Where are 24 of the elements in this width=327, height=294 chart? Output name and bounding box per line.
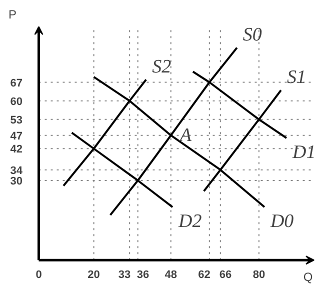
y-tick-label: 47 <box>10 130 23 142</box>
y-tick-label: 60 <box>10 96 23 108</box>
series-label: D1 <box>291 142 316 164</box>
x-tick-label: 66 <box>219 269 232 282</box>
y-axis-title: P <box>8 8 17 22</box>
x-tick-label: 36 <box>136 269 150 282</box>
x-tick-label: 80 <box>252 269 266 282</box>
series-label: D2 <box>178 211 202 232</box>
series-label: S2 <box>152 56 172 78</box>
series-label: S0 <box>242 24 262 46</box>
series-label: D0 <box>269 211 294 232</box>
x-tick-label: 0 <box>36 269 42 282</box>
x-tick-label: 48 <box>164 269 178 282</box>
x-tick-label: 33 <box>118 269 131 282</box>
y-tick-label: 53 <box>10 114 23 126</box>
y-tick-label: 34 <box>10 164 24 177</box>
x-tick-label: 62 <box>198 269 210 282</box>
annotation: A <box>178 124 192 146</box>
series-label: S1 <box>286 67 306 88</box>
y-tick-label: 30 <box>10 175 23 188</box>
x-tick-label: 20 <box>88 269 100 282</box>
y-tick-label: 67 <box>10 77 23 90</box>
y-tick-label: 42 <box>10 144 23 156</box>
x-axis-title: Q <box>303 270 313 284</box>
